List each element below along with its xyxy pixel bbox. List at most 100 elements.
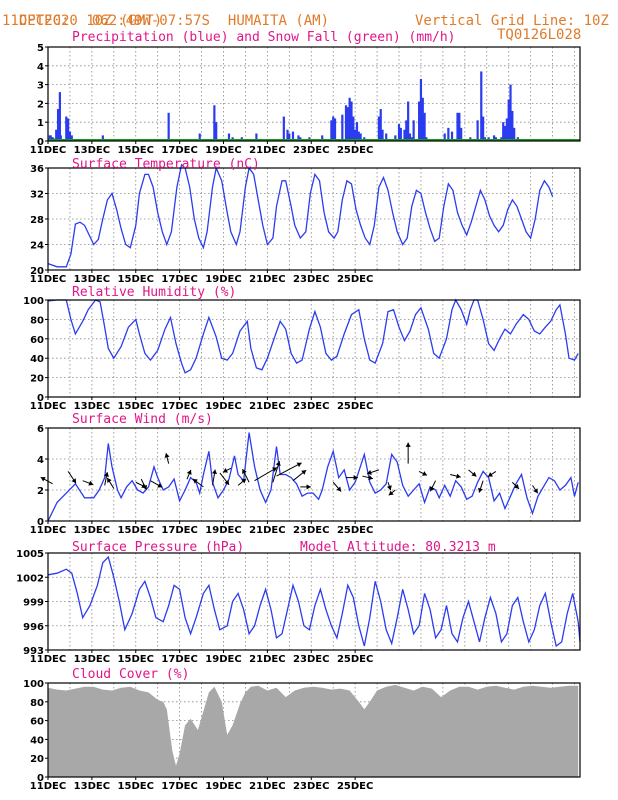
wind-vector-head — [455, 473, 461, 479]
wind-vector-head — [367, 470, 372, 475]
panel-title: Cloud Cover (%) — [72, 667, 189, 682]
y-tick-label: 0 — [37, 137, 44, 148]
wind-vector — [276, 462, 302, 477]
precip-bar — [505, 118, 508, 141]
header-source: CPTEC: — [18, 13, 70, 29]
wind-vector-head — [142, 484, 147, 490]
precip-bar — [511, 110, 514, 141]
wind-vector-head — [222, 468, 228, 473]
wind-vector-head — [388, 490, 394, 496]
y-tick-label: 32 — [30, 190, 44, 201]
precip-bar — [282, 116, 285, 141]
precip-bar — [379, 109, 382, 141]
panel-title: Surface Wind (m/s) — [72, 412, 213, 427]
precip-bar — [359, 133, 362, 141]
precip-bar — [482, 116, 485, 141]
y-tick-label: 100 — [23, 296, 44, 307]
precip-bar — [399, 127, 402, 141]
precip-bar — [419, 78, 423, 141]
x-tick-label: 15DEC — [118, 525, 154, 536]
precip-bar — [397, 124, 401, 141]
precip-bar — [513, 127, 516, 141]
wind-vector-head — [211, 469, 218, 475]
panel-title: Surface Temperature (nC) — [72, 157, 260, 172]
precip-bar — [59, 135, 62, 141]
wind-vector-head — [242, 469, 247, 475]
precip-bar — [423, 112, 426, 141]
y-tick-label: 20 — [30, 266, 44, 277]
temperature-line — [47, 163, 554, 268]
x-tick-label: 21DEC — [249, 654, 285, 665]
y-tick-label: 4 — [37, 455, 44, 466]
wind-vector-head — [272, 467, 278, 472]
precip-bar — [333, 118, 337, 141]
precip-bar — [403, 129, 406, 141]
precip-bar — [348, 97, 351, 141]
wind-vector-head — [514, 483, 519, 489]
wind-vector-head — [306, 484, 311, 490]
x-tick-label: 15DEC — [118, 654, 154, 665]
x-tick-label: 11DEC — [30, 654, 66, 665]
x-tick-label: 13DEC — [74, 781, 110, 792]
wind-speed-line — [47, 432, 579, 522]
precip-bar — [215, 122, 218, 141]
precip-bar — [346, 107, 349, 141]
x-tick-label: 21DEC — [249, 525, 285, 536]
wind-vector — [254, 467, 278, 482]
wind-vector-head — [368, 475, 374, 481]
wind-vector-head — [275, 461, 281, 466]
precip-bar — [507, 99, 510, 141]
y-tick-label: 40 — [30, 735, 44, 746]
wind-vector-head — [192, 478, 198, 484]
precip-bar — [355, 122, 359, 141]
header-line-1: CPTEC: 062:49W-07:57S HUMAITA (AM) — [2, 0, 329, 28]
panel-frame — [47, 427, 581, 522]
precip-bar — [357, 131, 360, 141]
precip-bar — [407, 101, 410, 141]
x-tick-label: 19DEC — [205, 274, 241, 285]
precip-bar — [198, 133, 201, 141]
precip-bar — [385, 133, 388, 141]
x-tick-label: 17DEC — [161, 401, 197, 412]
x-tick-label: 23DEC — [293, 525, 329, 536]
panel-frame — [47, 299, 581, 398]
precip-bar — [456, 112, 459, 141]
precip-bar — [447, 127, 450, 141]
y-tick-label: 28 — [30, 215, 44, 226]
x-tick-label: 21DEC — [249, 145, 285, 156]
x-tick-label: 25DEC — [337, 145, 373, 156]
x-tick-label: 13DEC — [74, 274, 110, 285]
precip-bar — [350, 101, 353, 141]
x-tick-label: 23DEC — [293, 401, 329, 412]
precip-bar — [297, 135, 300, 141]
x-tick-label: 19DEC — [205, 401, 241, 412]
x-tick-label: 15DEC — [118, 401, 154, 412]
header-run: 11DEC2020 10Z (GMT) — [2, 13, 163, 29]
wind-vector-head — [103, 472, 110, 477]
precip-bar — [344, 105, 348, 141]
x-tick-label: 19DEC — [205, 525, 241, 536]
precip-bar — [291, 131, 295, 141]
wind-vector-head — [186, 469, 192, 475]
panel-4: 0 2 4 6 11DEC 13DEC 15DEC 17DEC 19DEC 21DEC 23DEC 2… — [30, 412, 581, 536]
panel-2: 20 24 28 32 36 11DEC 13DEC 15DEC 17DEC 19DEC 21DEC… — [30, 157, 581, 285]
precip-bar — [460, 127, 463, 141]
precip-bar — [70, 135, 73, 141]
precip-bar — [341, 114, 344, 141]
y-tick-label: 6 — [37, 424, 44, 435]
y-tick-label: 20 — [30, 374, 44, 385]
y-tick-label: 24 — [30, 241, 44, 252]
x-tick-label: 13DEC — [74, 145, 110, 156]
precip-bar — [354, 129, 357, 141]
precip-bar — [167, 112, 170, 141]
x-tick-label: 17DEC — [161, 654, 197, 665]
y-tick-label: 100 — [23, 679, 44, 690]
precip-bar — [421, 97, 424, 141]
precip-bar — [480, 71, 483, 141]
panel-5: 993 996 999 1002 1005 11DEC 13DEC 15DEC 17DEC 19D… — [16, 540, 581, 665]
wind-vector-head — [241, 478, 247, 484]
precip-bar — [503, 125, 507, 141]
y-tick-label: 0 — [37, 773, 44, 784]
precip-bar — [377, 116, 381, 141]
wind-vector-head — [353, 475, 358, 481]
